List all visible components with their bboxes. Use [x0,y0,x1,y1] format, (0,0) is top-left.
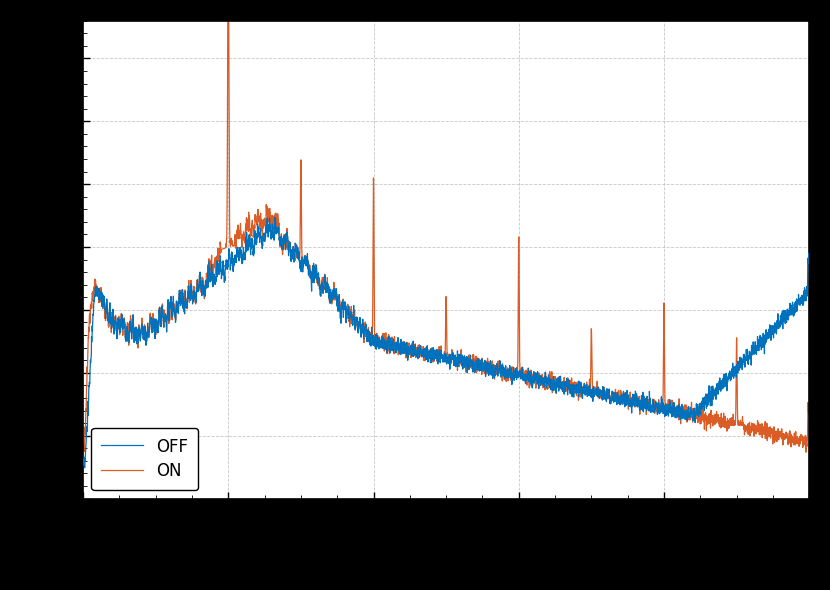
OFF [804,258,814,265]
ON [804,405,814,412]
ON [79,447,89,454]
OFF [390,344,400,351]
ON [383,331,393,338]
OFF [424,351,434,358]
ON [782,434,792,441]
OFF [79,456,89,463]
ON [389,333,399,340]
OFF [80,464,90,471]
ON [423,351,433,358]
OFF [606,395,616,402]
Legend: OFF, ON: OFF, ON [91,428,198,490]
OFF [783,306,793,313]
Line: ON: ON [84,0,809,452]
Line: OFF: OFF [84,217,809,468]
OFF [746,362,756,369]
OFF [384,340,394,348]
ON [746,424,756,431]
ON [801,448,811,455]
ON [606,394,616,401]
OFF [270,214,280,221]
